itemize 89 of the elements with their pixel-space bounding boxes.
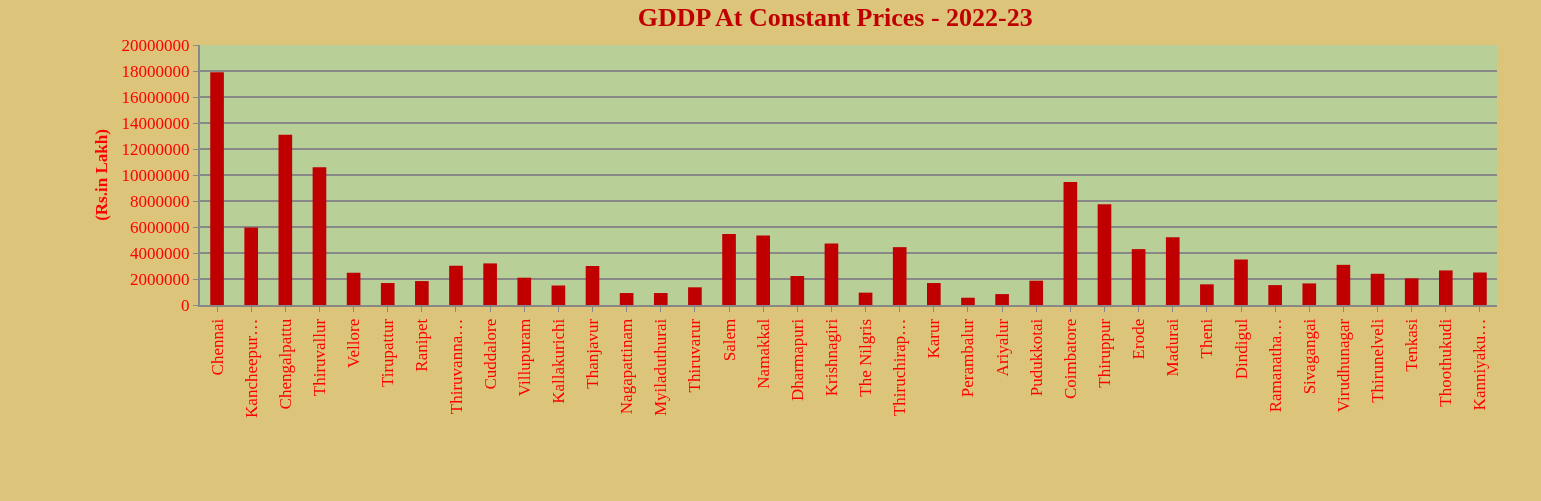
bar: [756, 235, 770, 305]
x-tick-label: Chennai: [207, 318, 227, 376]
bar: [688, 287, 702, 305]
bar: [790, 276, 805, 305]
x-tick-label: Cuddalore: [480, 318, 500, 390]
bar: [483, 263, 497, 305]
chart-title: GDDP At Constant Prices - 2022-23: [637, 2, 1033, 32]
y-tick-label: 18000000: [121, 61, 190, 81]
x-tick-label: Chengalpattu: [275, 318, 295, 410]
bar: [892, 247, 907, 305]
x-tick-label: The Nilgris: [856, 318, 876, 397]
bar: [961, 297, 975, 305]
bar: [1438, 270, 1453, 305]
x-tick-label: Tenkasi: [1402, 318, 1422, 372]
bar: [1473, 272, 1487, 305]
bar: [1029, 280, 1044, 305]
bar: [1097, 204, 1112, 305]
bar: [1370, 273, 1385, 305]
bar: [1200, 284, 1214, 305]
bar: [380, 283, 395, 305]
bar: [551, 285, 566, 305]
y-tick-label: 0: [181, 295, 190, 315]
bar: [1404, 278, 1419, 305]
x-tick-label: Sivagangai: [1299, 318, 1319, 395]
bar: [1165, 237, 1180, 305]
x-tick-label: Thanjavur: [583, 318, 603, 389]
x-tick-label: Virudhunagar: [1333, 318, 1353, 413]
bar: [1268, 285, 1282, 305]
bar: [1131, 249, 1146, 305]
bar: [1302, 283, 1317, 305]
x-tick-label: Salem: [719, 318, 739, 362]
bar: [619, 293, 634, 305]
bar: [585, 266, 600, 305]
x-tick-label: Ranipet: [412, 318, 432, 372]
x-tick-label: Kancheepur…: [241, 318, 261, 418]
y-tick-label: 14000000: [121, 113, 190, 133]
x-tick-label: Vellore: [344, 318, 364, 368]
x-tick-label: Kanniyaku…: [1470, 318, 1490, 411]
bar: [415, 281, 429, 305]
y-tick-label: 4000000: [130, 243, 190, 263]
x-tick-label: Coimbatore: [1060, 318, 1080, 400]
x-tick-label: Dharmapuri: [787, 318, 807, 401]
bar: [995, 294, 1009, 305]
bar: [722, 233, 736, 305]
bar: [858, 292, 873, 305]
bar: [346, 272, 361, 305]
bar: [1234, 259, 1248, 305]
y-tick-label: 8000000: [130, 191, 190, 211]
x-tick-label: Thoothukudi: [1436, 318, 1456, 407]
bar: [824, 243, 839, 305]
y-tick-label: 20000000: [121, 35, 190, 55]
x-tick-label: Perambalur: [958, 318, 978, 398]
bar: [1063, 182, 1078, 305]
bar: [244, 227, 259, 305]
y-tick-label: 10000000: [121, 165, 190, 185]
x-tick-label: Ramanatha…: [1265, 318, 1285, 413]
x-tick-label: Thiruvallur: [309, 318, 329, 397]
x-tick-label: Nagapattinam: [617, 318, 637, 415]
bar: [312, 167, 327, 305]
bar: [653, 293, 668, 305]
x-tick-label: Thiruppur: [1095, 318, 1115, 388]
y-tick-label: 12000000: [121, 139, 190, 159]
x-tick-label: Karur: [924, 318, 944, 359]
x-tick-label: Pudukkotai: [1026, 318, 1046, 397]
bar: [1336, 264, 1351, 305]
x-tick-label: Dindigul: [1231, 318, 1251, 380]
x-tick-label: Krishnagiri: [821, 318, 841, 397]
x-tick-label: Ariyalur: [992, 318, 1012, 377]
y-tick-label: 2000000: [130, 269, 190, 289]
y-tick-label: 6000000: [130, 217, 190, 237]
bar: [278, 134, 293, 305]
x-tick-label: Thiruchirap…: [890, 318, 910, 417]
y-axis-title: (Rs.in Lakh): [91, 129, 111, 221]
x-tick-label: Villupuram: [514, 318, 534, 397]
x-tick-label: Namakkal: [753, 318, 773, 389]
x-tick-label: Thiruvarur: [685, 318, 705, 393]
x-tick-label: Tirupattur: [378, 318, 398, 388]
x-tick-label: Theni: [1197, 318, 1217, 359]
bar: [210, 72, 224, 305]
x-tick-label: Kallakurichi: [548, 318, 568, 404]
bar: [927, 283, 941, 305]
x-tick-label: Thiruvanna…: [446, 318, 466, 415]
bar: [449, 265, 463, 305]
x-tick-label: Thirunelveli: [1368, 318, 1388, 403]
y-tick-label: 16000000: [121, 87, 190, 107]
x-tick-label: Madurai: [1163, 318, 1183, 377]
bar: [517, 277, 532, 305]
x-tick-label: Erode: [1129, 318, 1149, 360]
x-tick-label: Myiladuthurai: [651, 318, 671, 417]
